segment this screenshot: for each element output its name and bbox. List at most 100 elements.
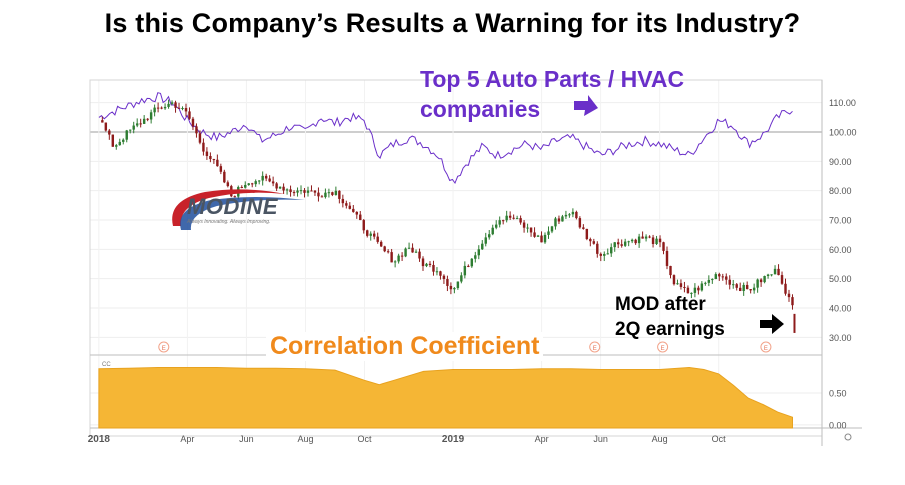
mod-candle	[648, 236, 651, 238]
mod-candle	[414, 251, 418, 253]
mod-candle	[104, 122, 108, 131]
mod-candle	[773, 268, 777, 275]
mod-candle	[665, 250, 669, 266]
logo-swoosh-icon	[172, 189, 285, 226]
mod-candle	[732, 284, 735, 286]
mod-candle	[627, 241, 630, 243]
mod-candle	[481, 243, 484, 250]
correlation-axis: 0.50 0.00	[829, 389, 847, 431]
mod-candle	[205, 151, 209, 157]
time-tick-label: Aug	[297, 434, 313, 444]
mod-candle	[651, 237, 655, 245]
logo-swoosh-blue-icon	[180, 197, 305, 230]
mod-candle	[254, 181, 257, 185]
earnings-marker-icon	[589, 341, 601, 353]
mod-candle	[571, 211, 575, 215]
mod-candle	[606, 253, 609, 255]
earnings-marker-label: E	[593, 346, 597, 352]
mod-candle	[219, 166, 223, 172]
mod-candle	[317, 192, 320, 197]
price-tick-label: 110.00	[829, 98, 856, 108]
mod-candle	[303, 190, 306, 193]
mod-candle	[355, 211, 359, 215]
mod-candle	[592, 241, 596, 244]
mod-candle	[557, 218, 561, 222]
mod-candle	[575, 211, 578, 219]
mod-candle	[683, 286, 686, 288]
correlation-tick-label: 0.00	[829, 420, 847, 430]
time-tick-label: 2018	[88, 434, 111, 445]
mod-candle	[369, 233, 372, 236]
earnings-marker-icon	[760, 341, 772, 353]
mod-candle	[676, 283, 679, 285]
price-tick-label: 50.00	[829, 274, 852, 284]
mod-candle	[285, 189, 289, 191]
mod-candle	[111, 134, 115, 147]
mod-candle	[244, 184, 247, 188]
mod-candle	[669, 265, 672, 276]
correlation-label: Correlation Coefficient	[266, 332, 544, 361]
mod-candle	[129, 129, 132, 131]
mod-candle	[177, 107, 181, 109]
mod-candle	[320, 196, 324, 198]
mod-candle	[780, 275, 784, 284]
arrow-right-icon	[574, 95, 598, 116]
mod-candle	[310, 190, 313, 192]
mod-candle	[379, 241, 383, 247]
mod-candle	[373, 233, 376, 237]
mod-candle	[550, 226, 554, 232]
mod-candle	[540, 235, 543, 243]
mod-candle	[271, 181, 275, 184]
mod-candle	[759, 279, 763, 283]
mod-candle	[404, 248, 407, 257]
mod-candle	[536, 235, 540, 237]
mod-candle	[526, 227, 529, 229]
mod-candle	[101, 120, 104, 123]
mod-candle	[568, 214, 571, 216]
mod-candle	[686, 287, 690, 294]
mod-candle	[341, 198, 345, 204]
price-tick-label: 90.00	[829, 157, 852, 167]
mod-candle	[616, 242, 620, 245]
mod-candle	[198, 133, 202, 143]
mod-candle	[425, 263, 428, 267]
earnings-marker-icon	[158, 341, 170, 353]
time-axis: 2018 Apr Jun Aug Oct 2019 Apr Jun Aug Oct	[88, 433, 852, 445]
mod-candle	[209, 156, 212, 160]
mod-candle	[718, 274, 721, 277]
mod-candle	[522, 222, 526, 228]
mod-candle	[763, 275, 766, 283]
mod-candle	[791, 297, 794, 306]
mod-candle	[589, 239, 592, 242]
mod-candle	[442, 275, 446, 280]
mod-candle	[393, 261, 397, 263]
mod-candle	[463, 265, 467, 276]
mod-candle	[348, 205, 352, 209]
price-tick-label: 100.00	[829, 128, 857, 138]
mod-candle	[655, 238, 658, 245]
mod-candle	[174, 102, 177, 108]
correlation-area-fill	[98, 366, 794, 429]
mod-candle	[470, 258, 474, 267]
mod-candle	[142, 118, 146, 124]
mod-candle	[721, 276, 724, 278]
mod-candle	[146, 118, 149, 120]
mod-candle	[170, 102, 174, 104]
mod-candle	[467, 265, 470, 267]
mod-candle	[693, 287, 697, 293]
peer-series-line	[98, 92, 793, 185]
mod-candle	[108, 130, 111, 135]
mod-candle	[184, 108, 188, 112]
mod-candle	[261, 175, 264, 181]
mod-candle	[432, 264, 435, 272]
peer-label-line1: Top 5 Auto Parts / HVAC	[420, 66, 685, 92]
mod-candle	[613, 242, 616, 248]
mod-candle	[662, 242, 665, 251]
mod-candle	[407, 247, 411, 249]
mod-candle	[338, 190, 341, 199]
time-tick-label: Jun	[593, 434, 608, 444]
mod-candle	[139, 123, 142, 125]
mod-candle	[202, 142, 205, 152]
peer-label-line2: companies	[420, 96, 541, 122]
